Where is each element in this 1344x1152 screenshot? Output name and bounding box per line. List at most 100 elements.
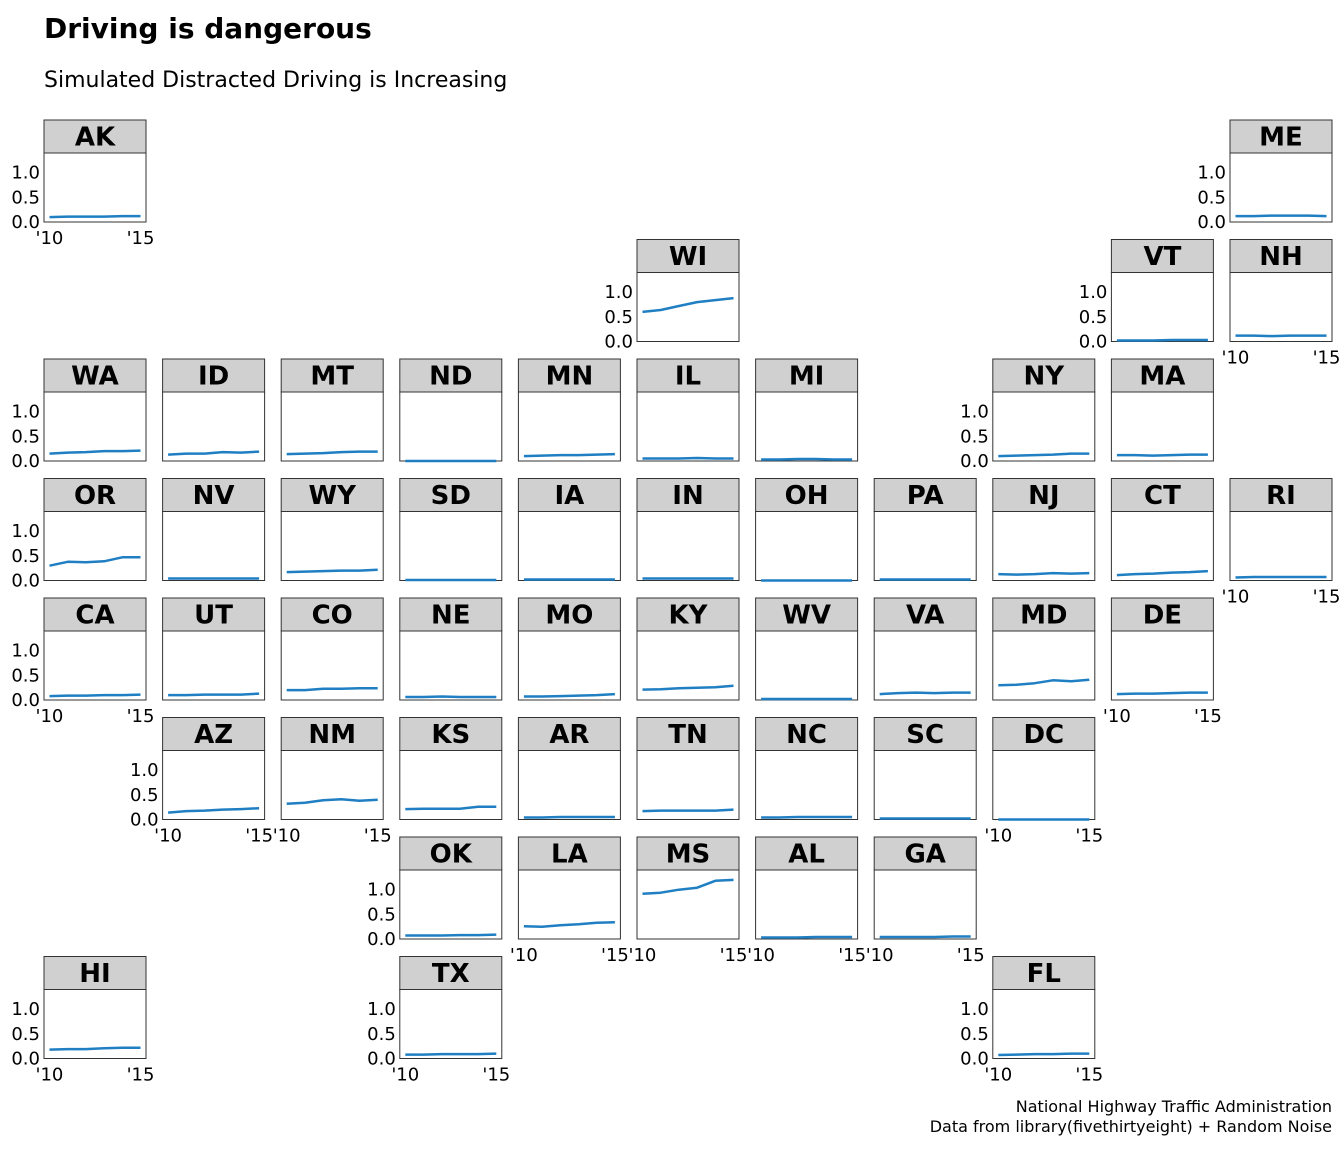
- strip-label-sd: SD: [431, 481, 471, 511]
- panel-box-ct: [1110, 511, 1214, 581]
- panel-sc: SC: [873, 717, 977, 820]
- y-tick-label-me: 0.0: [1197, 212, 1226, 233]
- strip-label-la: LA: [551, 840, 588, 870]
- panel-ri: RI '10 '15: [1222, 478, 1340, 608]
- series-line-vt: [1116, 338, 1208, 342]
- series-line-fl: [998, 1052, 1090, 1057]
- panel-box-sd: [399, 511, 503, 581]
- y-tick-label-ok: 0.5: [367, 904, 396, 925]
- panel-me: ME 0.0 0.5 1.0: [1197, 119, 1333, 233]
- panel-box-mn: [517, 391, 621, 462]
- series-line-me: [1235, 214, 1327, 218]
- y-tick-label-or: 1.0: [11, 521, 40, 542]
- y-tick-label-ok: 0.0: [367, 929, 396, 950]
- x-tick-label-ms: '15: [720, 945, 748, 966]
- strip-mo: [517, 597, 621, 632]
- strip-il: [636, 358, 740, 393]
- x-tick-label-ga: '15: [957, 945, 985, 966]
- panel-ca: CA 0.0 0.5 1.0 '10 '15: [11, 597, 154, 727]
- panel-box-la: [517, 869, 621, 940]
- x-tick-label-ca: '10: [36, 706, 64, 727]
- series-line-wi: [642, 296, 734, 314]
- y-tick-label-az: 0.5: [130, 785, 159, 806]
- y-tick-label-vt: 0.0: [1079, 332, 1108, 353]
- x-tick-label-de: '10: [1103, 706, 1131, 727]
- y-tick-label-ak: 1.0: [11, 163, 40, 184]
- series-line-wa: [49, 449, 141, 455]
- panel-box-ia: [517, 511, 621, 581]
- y-tick-label-vt: 1.0: [1079, 282, 1108, 303]
- strip-label-wy: WY: [308, 481, 357, 511]
- strip-ia: [517, 478, 621, 512]
- x-tick-label-dc: '15: [1075, 826, 1103, 847]
- strip-ct: [1110, 478, 1214, 512]
- y-tick-label-ak: 0.5: [11, 187, 40, 208]
- x-tick-label-tx: '10: [391, 1065, 419, 1086]
- strip-label-id: ID: [198, 362, 229, 392]
- panel-il: IL: [636, 358, 740, 462]
- x-tick-label-nh: '15: [1313, 348, 1341, 369]
- panel-box-ny: [992, 391, 1096, 462]
- strip-label-fl: FL: [1027, 959, 1061, 989]
- series-line-ky: [642, 684, 734, 691]
- panel-box-ut: [162, 630, 266, 701]
- strip-label-sc: SC: [906, 720, 944, 750]
- panel-box-in: [636, 511, 740, 581]
- strip-label-wi: WI: [669, 242, 707, 272]
- panel-box-mo: [517, 630, 621, 701]
- strip-ne: [399, 597, 503, 632]
- strip-label-pa: PA: [907, 481, 944, 511]
- strip-oh: [755, 478, 859, 512]
- caption-line-1: National Highway Traffic Administration: [1015, 1097, 1332, 1116]
- panel-nm: NM '10 '15: [273, 717, 392, 847]
- strip-label-ky: KY: [669, 601, 709, 631]
- y-tick-label-ca: 1.0: [11, 641, 40, 662]
- strip-label-me: ME: [1259, 123, 1303, 153]
- series-line-id: [168, 450, 260, 456]
- series-line-nm: [286, 798, 378, 805]
- y-tick-label-ok: 1.0: [367, 880, 396, 901]
- panel-box-vt: [1110, 272, 1214, 342]
- panel-box-or: [43, 511, 147, 581]
- panel-box-fl: [992, 989, 1096, 1059]
- y-tick-label-fl: 1.0: [960, 999, 989, 1020]
- panel-ks: KS: [399, 717, 503, 820]
- strip-label-ca: CA: [75, 601, 114, 631]
- strip-ok: [399, 836, 503, 871]
- panel-ga: GA '10 '15: [866, 836, 985, 966]
- strip-nj: [992, 478, 1096, 512]
- x-tick-label-ga: '10: [866, 945, 894, 966]
- panel-box-me: [1229, 152, 1333, 223]
- series-line-de: [1116, 691, 1208, 696]
- panel-box-ne: [399, 630, 503, 701]
- series-line-al: [761, 935, 853, 939]
- x-tick-label-nh: '10: [1222, 348, 1250, 369]
- strip-label-ri: RI: [1266, 481, 1296, 511]
- series-line-mo: [523, 692, 615, 698]
- strip-label-ok: OK: [430, 840, 473, 870]
- strip-label-dc: DC: [1023, 720, 1064, 750]
- panel-nh: NH '10 '15: [1222, 239, 1341, 369]
- series-line-nj: [998, 571, 1090, 576]
- panel-box-wy: [280, 511, 384, 581]
- y-tick-label-hi: 0.5: [11, 1024, 40, 1045]
- panel-in: IN: [636, 478, 740, 581]
- strip-ca: [43, 597, 147, 632]
- strip-label-mi: MI: [789, 362, 825, 392]
- panel-box-wi: [636, 272, 740, 342]
- series-line-ca: [49, 693, 141, 698]
- strip-la: [517, 836, 621, 871]
- strip-ks: [399, 717, 503, 751]
- panel-ak: AK 0.0 0.5 1.0 '10 '15: [11, 119, 154, 249]
- strip-label-tn: TN: [668, 720, 708, 750]
- panel-box-de: [1110, 630, 1214, 701]
- strip-sc: [873, 717, 977, 751]
- panel-box-sc: [873, 750, 977, 820]
- strip-label-al: AL: [788, 840, 825, 870]
- y-tick-label-or: 0.5: [11, 546, 40, 567]
- series-line-ma: [1116, 453, 1208, 457]
- y-tick-label-az: 0.0: [130, 810, 159, 831]
- x-tick-label-hi: '10: [36, 1065, 64, 1086]
- panel-box-ri: [1229, 511, 1333, 581]
- strip-nc: [755, 717, 859, 751]
